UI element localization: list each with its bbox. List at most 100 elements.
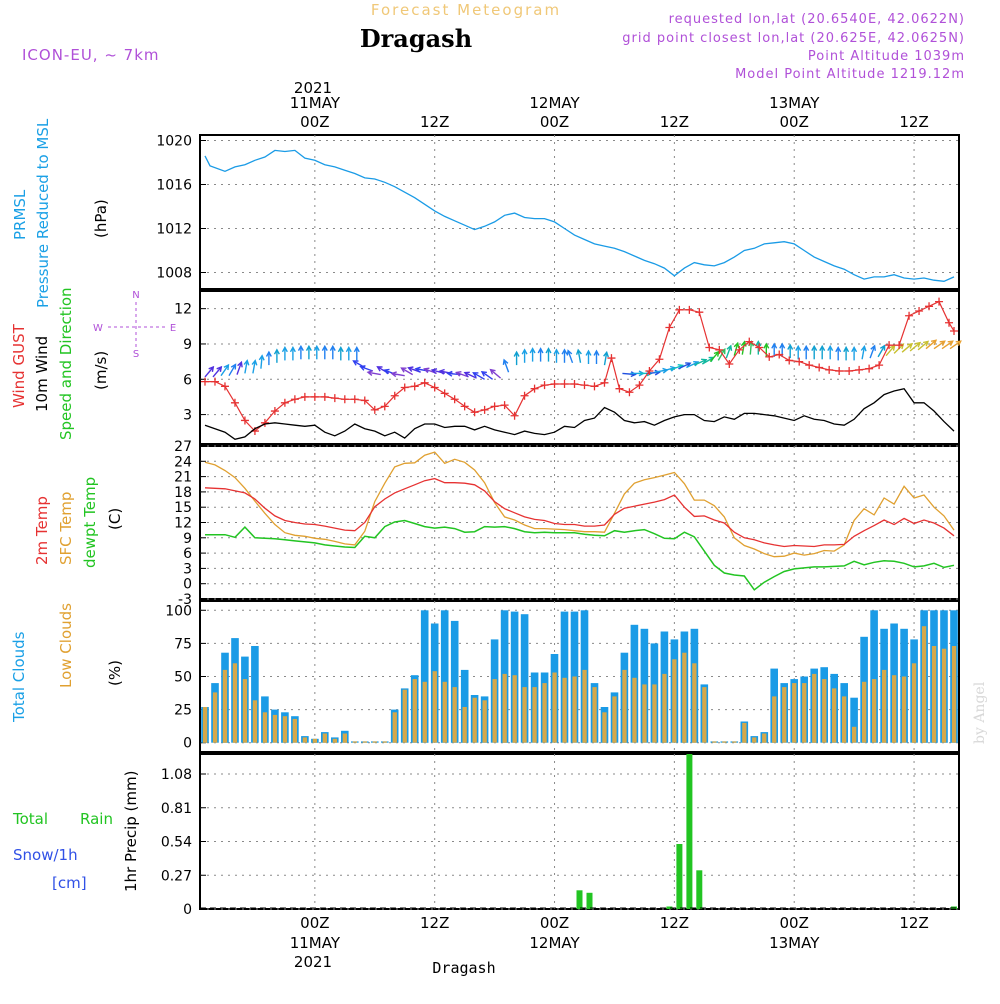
requested-coords: requested lon,lat (20.6540E, 42.0622N) [669,12,965,27]
wind-gust-marker [570,379,579,388]
wind-direction-arrow [220,364,229,377]
wind-gust-marker [765,352,774,361]
label-dewpt-temp: dewpt Temp [81,477,99,568]
low-cloud-bar [342,733,347,743]
low-cloud-bar [432,671,437,743]
wind-direction-arrow [622,372,636,376]
wind-direction-arrowhead [537,347,544,354]
label-hpa: (hPa) [92,199,110,238]
model-point-altitude: Model Point Altitude 1219.12m [735,67,965,82]
wind-direction-arrowhead [521,348,528,355]
temp-ytick-label: 18 [174,485,192,501]
wind-gust-marker [240,416,249,425]
wind-gust-marker [915,307,924,316]
low-cloud-bar [882,669,887,743]
wind-direction-arrowhead [922,340,930,347]
grid-point-coords: grid point closest lon,lat (20.625E, 42.… [622,31,965,46]
wind-direction-arrow [749,341,753,355]
footer-location: Dragash [432,959,495,977]
compass-e: E [170,323,176,334]
low-cloud-bar [352,741,357,743]
wind-gust-marker [815,363,824,372]
bottom-hour-label: 00Z [300,914,329,932]
wind-direction-arrowhead [223,363,230,371]
compass-n: N [132,290,139,301]
wind-direction-arrowhead [455,371,462,377]
wind-direction-arrowhead [359,365,366,371]
wind-gust-marker [340,395,349,404]
low-cloud-bar [672,659,677,743]
wind-gust-marker [615,384,624,393]
wind-panel-labels: Wind GUST 10m Wind Speed and Direction (… [10,287,176,440]
wind-gust-marker [460,402,469,411]
low-cloud-bar [392,712,397,743]
watermark: by Angel [972,681,988,744]
low-cloud-bar [941,648,947,743]
rain-bar [696,870,703,910]
wind-10m-line [204,387,955,441]
wind-direction-arrowhead [430,368,438,375]
wind-direction-arrowhead [297,344,304,351]
low-cloud-bar [472,697,477,743]
top-hour-label: 00Z [300,113,329,131]
wind-gust-marker [715,345,724,354]
label-wind-gust: Wind GUST [10,323,28,408]
low-cloud-bar [292,718,297,743]
wind-direction-arrowhead [305,344,312,351]
low-cloud-bar [662,673,667,743]
wind-direction-arrowhead [955,340,962,347]
wind-direction-arrowhead [819,344,826,351]
low-cloud-bar [732,741,737,743]
label-percent: (%) [106,660,124,686]
wind-gust-marker [310,392,319,401]
wind-direction-arrow [567,350,574,364]
total-cloud-bar [850,697,858,743]
wind-direction-arrow [490,369,502,379]
wind-direction-arrowhead [726,344,733,351]
wind-gust-marker [705,343,714,352]
wind-gust-marker [290,395,299,404]
location-title: Dragash [360,24,472,53]
precip-panel-labels: Total Rain Snow/1h [cm] 1hr Precip (mm) [12,771,140,892]
rain-bar [666,906,673,909]
wind-direction-arrow [662,367,676,372]
low-cloud-bar [652,684,657,743]
wind-gust-marker [260,418,269,427]
low-cloud-bar [852,726,857,743]
label-celsius: (C) [106,508,124,530]
low-cloud-bar [532,687,537,743]
wind-gust-marker [450,395,459,404]
wind-gust-marker [835,367,844,376]
low-cloud-bar [262,712,268,743]
wind-direction-arrow [717,348,726,361]
label-ms: (m/s) [92,351,110,390]
top-hour-label: 00Z [540,113,569,131]
low-cloud-bar [901,676,907,743]
wind-gust-marker [540,381,549,390]
temp-ytick-label: 24 [174,454,192,470]
wind-direction-arrowhead [575,348,582,355]
wind-direction-arrow [709,351,720,363]
wind-gust-marker [530,384,539,393]
total-cloud-bar [560,611,569,743]
wind-direction-arrowhead [585,349,592,356]
bottom-hour-label: 12Z [660,914,689,932]
wind-direction-arrowhead [843,345,850,353]
low-cloud-bar [402,689,407,743]
wind-gust-marker [230,398,239,407]
low-cloud-bar [332,738,337,743]
wind-gust-marker [905,311,914,320]
total-cloud-bar [251,646,259,743]
wind-direction-arrow [701,356,714,365]
wind-direction-arrowhead [414,366,421,373]
wind-direction-arrowhead [529,347,536,354]
top-date-label: 12MAY [529,94,580,112]
low-cloud-bar [272,714,278,743]
label-speed-direction: Speed and Direction [57,287,75,440]
wind-direction-arrowhead [407,366,414,372]
low-cloud-bar [232,663,238,743]
low-cloud-bar [512,675,517,743]
wind-gust-marker [370,405,379,414]
total-cloud-bar [440,610,449,743]
wind-direction-arrow [360,365,374,372]
